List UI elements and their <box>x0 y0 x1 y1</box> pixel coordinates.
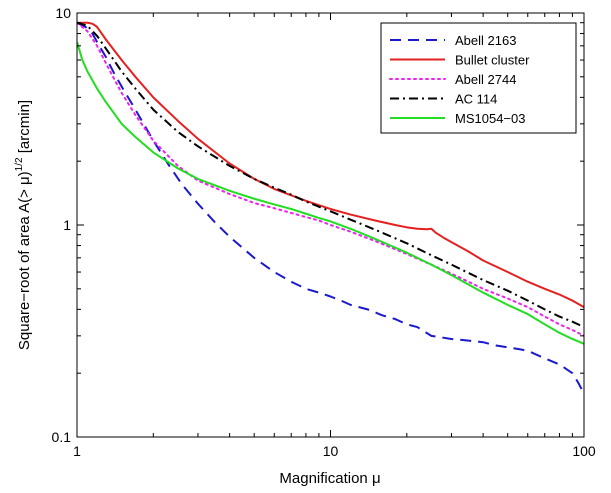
legend-label: Abell 2744 <box>455 72 516 87</box>
y-tick-label: 0.1 <box>52 429 72 445</box>
y-tick-label: 1 <box>63 217 71 233</box>
series-layer <box>77 21 584 395</box>
series-line-ms1054-03 <box>77 41 584 345</box>
series-line-abell-2163 <box>77 21 584 395</box>
ticks-layer <box>76 12 585 438</box>
x-tick-label: 1 <box>73 443 81 459</box>
y-axis-label: Square−root of area A(> μ)1/2 [arcmin] <box>14 100 33 350</box>
series-line-bullet-cluster <box>77 21 584 308</box>
y-tick-label: 10 <box>55 5 71 21</box>
y-axis-label-main: Square−root of area A(> μ) <box>16 171 33 350</box>
legend-label: MS1054−03 <box>455 111 525 126</box>
x-tick-label: 10 <box>323 443 339 459</box>
legend-entries: Abell 2163 Bullet cluster Abell 2744 AC 114… <box>389 33 530 126</box>
y-axis-label-superscript: 1/2 <box>14 157 25 171</box>
legend-label: AC 114 <box>455 92 497 107</box>
legend-box <box>380 22 577 134</box>
series-line-abell-2744 <box>77 21 584 337</box>
series-line-ac-114 <box>77 21 584 328</box>
legend-label: Abell 2163 <box>455 33 516 48</box>
y-axis-label-unit-text: [arcmin] <box>16 100 33 153</box>
x-axis-label: Magnification μ <box>279 470 380 487</box>
legend: Abell 2163 Bullet cluster Abell 2744 AC 114… <box>380 22 577 134</box>
legend-label: Bullet cluster <box>455 53 530 68</box>
x-tick-label: 100 <box>572 443 596 459</box>
